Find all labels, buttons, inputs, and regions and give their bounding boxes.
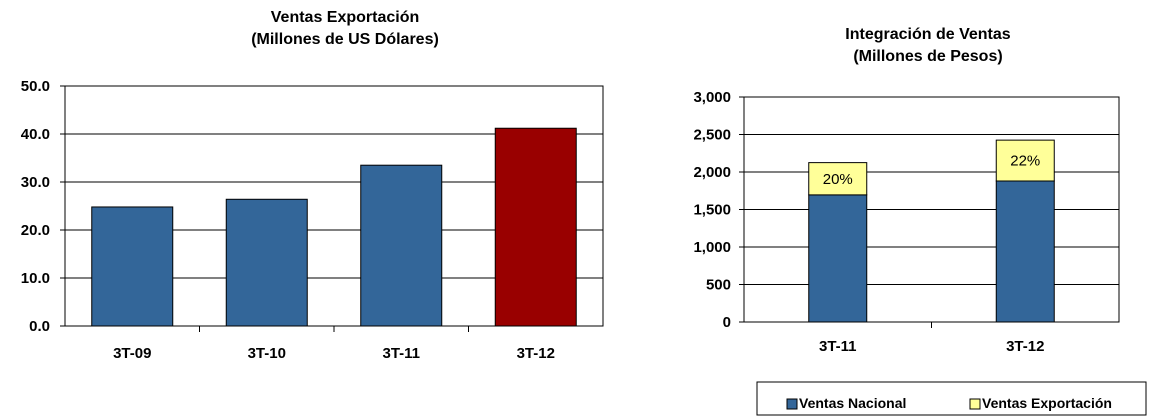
chart1-title: Ventas Exportación bbox=[271, 9, 420, 26]
chart1-categories: 3T-09 3T-10 3T-11 3T-12 bbox=[113, 326, 555, 362]
chart2-data-label: 20% bbox=[823, 171, 853, 188]
sales-integration-chart: Integración de Ventas (Millones de Pesos… bbox=[693, 26, 1147, 416]
chart2-category-label: 3T-12 bbox=[1006, 338, 1044, 355]
chart2-category-label: 3T-11 bbox=[819, 338, 857, 355]
chart2-bars: 20% 22% bbox=[808, 139, 1055, 323]
chart1-y-ticks: 0.0 10.0 20.0 30.0 40.0 50.0 bbox=[21, 78, 65, 335]
chart2-legend: Ventas Nacional Ventas Exportación bbox=[756, 381, 1147, 416]
chart1-bar bbox=[91, 206, 174, 327]
legend-label-nacional: Ventas Nacional bbox=[799, 395, 906, 411]
chart2-y-tick-label: 500 bbox=[706, 277, 731, 294]
chart1-bars bbox=[91, 127, 577, 327]
chart1-category-label: 3T-10 bbox=[248, 345, 286, 362]
chart1-y-tick-label: 40.0 bbox=[21, 126, 50, 143]
chart1-bar bbox=[225, 198, 308, 327]
chart1-y-tick-label: 0.0 bbox=[29, 318, 50, 335]
export-sales-chart: Ventas Exportación (Millones de US Dólar… bbox=[21, 9, 604, 362]
chart2-gridlines bbox=[744, 134, 1119, 285]
chart1-category-label: 3T-09 bbox=[113, 345, 151, 362]
legend-label-exportacion: Ventas Exportación bbox=[982, 395, 1112, 411]
chart2-bar-segment bbox=[995, 139, 1055, 182]
chart2-categories: 3T-11 3T-12 bbox=[819, 322, 1044, 355]
chart1-bar bbox=[360, 164, 443, 327]
chart2-y-tick-label: 1,000 bbox=[693, 239, 731, 256]
legend-swatch-exportacion bbox=[969, 398, 981, 410]
chart2-subtitle: (Millones de Pesos) bbox=[853, 48, 1002, 65]
legend-box bbox=[756, 381, 1147, 416]
chart1-bar bbox=[494, 127, 577, 327]
chart2-title: Integración de Ventas bbox=[845, 26, 1010, 43]
chart2-y-tick-label: 1,500 bbox=[693, 202, 731, 219]
chart2-bar-segment bbox=[808, 194, 868, 323]
chart2-bar-segment bbox=[808, 162, 868, 196]
chart1-category-label: 3T-12 bbox=[517, 345, 555, 362]
legend-swatch-nacional bbox=[786, 398, 798, 410]
chart1-subtitle: (Millones de US Dólares) bbox=[251, 31, 439, 48]
chart1-category-label: 3T-11 bbox=[382, 345, 420, 362]
chart1-y-tick-label: 50.0 bbox=[21, 78, 50, 95]
chart2-y-tick-label: 2,500 bbox=[693, 127, 731, 144]
chart1-y-tick-label: 10.0 bbox=[21, 270, 50, 287]
chart1-y-tick-label: 20.0 bbox=[21, 222, 50, 239]
chart2-y-tick-label: 2,000 bbox=[693, 164, 731, 181]
chart2-y-tick-label: 0 bbox=[723, 314, 731, 331]
chart2-bar-segment bbox=[995, 180, 1055, 323]
chart2-data-label: 22% bbox=[1010, 153, 1040, 170]
chart1-y-tick-label: 30.0 bbox=[21, 174, 50, 191]
chart2-y-tick-label: 3,000 bbox=[693, 89, 731, 106]
chart2-y-ticks: 0 500 1,000 1,500 2,000 2,500 3,000 bbox=[693, 89, 744, 331]
